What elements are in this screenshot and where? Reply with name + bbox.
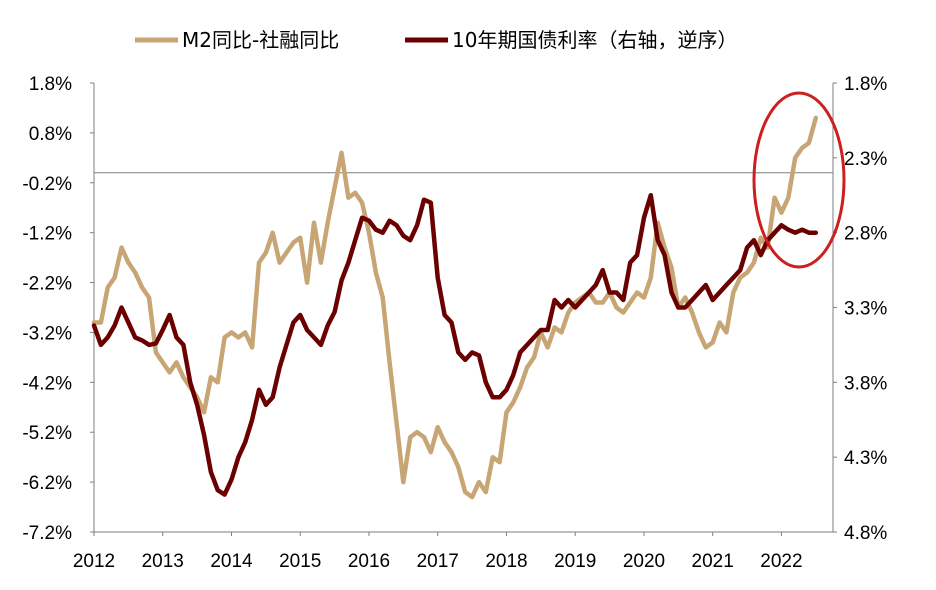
x-tick-label: 2012 [73,551,115,572]
left-tick-label: -3.2% [22,323,72,344]
right-tick-label: 4.3% [844,448,887,469]
right-tick-label: 4.8% [844,523,887,544]
left-tick-label: 0.8% [29,124,72,145]
right-tick-label: 3.3% [844,299,887,320]
tick-labels: 1.8% 0.8% -0.2% -1.2% -2.2% -3.2% -4.2% -5.2% -6… [22,74,887,572]
x-tick-label: 2019 [554,551,596,572]
right-tick-label: 2.3% [844,149,887,170]
annotations [752,91,846,269]
legend-label-cn10y-yield: 10年期国债利率（右轴，逆序） [452,28,737,52]
left-tick-label: -1.2% [22,224,72,245]
legend: M2同比-社融同比 10年期国债利率（右轴，逆序） [135,28,737,52]
x-tick-label: 2016 [348,551,390,572]
cn10y-yield-line [91,192,819,497]
legend-label-m2-minus-social-financing: M2同比-社融同比 [182,28,339,52]
right-tick-label: 1.8% [844,74,887,95]
left-tick-label: -2.2% [22,274,72,295]
axes [90,82,837,536]
right-tick-label: 2.8% [844,224,887,245]
left-tick-label: -5.2% [22,423,72,444]
left-tick-label: -0.2% [22,174,72,195]
highlight-ellipse [752,91,846,269]
left-tick-label: -4.2% [22,373,72,394]
x-tick-label: 2022 [760,551,802,572]
x-tick-label: 2020 [623,551,665,572]
x-tick-label: 2017 [417,551,459,572]
x-tick-label: 2015 [279,551,321,572]
x-tick-label: 2013 [142,551,184,572]
left-tick-label: -7.2% [22,523,72,544]
x-tick-label: 2014 [210,551,253,572]
left-tick-label: 1.8% [29,74,72,95]
x-tick-label: 2018 [485,551,527,572]
left-tick-label: -6.2% [22,473,72,494]
series-lines [91,115,819,500]
right-tick-label: 3.8% [844,373,887,394]
x-tick-label: 2021 [692,551,734,572]
m2-minus-social-financing-line [91,115,819,500]
